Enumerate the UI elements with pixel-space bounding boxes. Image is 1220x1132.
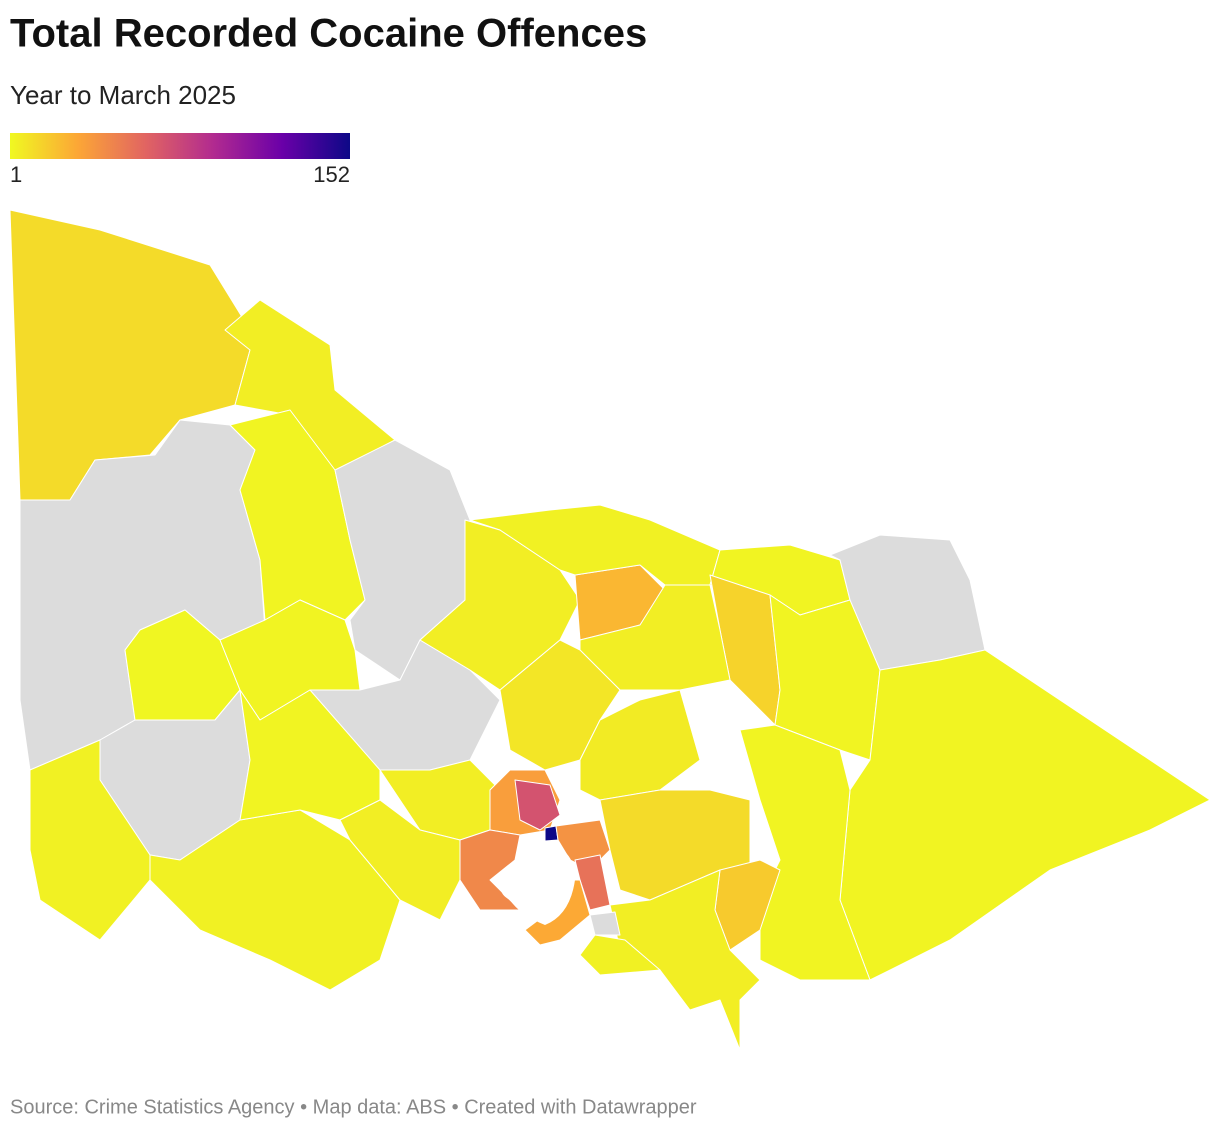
- title: Total Recorded Cocaine Offences: [10, 12, 647, 56]
- legend-max: 152: [313, 162, 350, 187]
- source: Source: Crime Statistics Agency • Map da…: [10, 1096, 697, 1118]
- legend-min: 1: [10, 162, 22, 187]
- region: [459, 829, 521, 911]
- region: [574, 854, 611, 911]
- legend-bar: [10, 133, 350, 159]
- region: [769, 594, 881, 761]
- region: [589, 911, 621, 936]
- region: [579, 584, 731, 691]
- region: [514, 779, 561, 831]
- region: [839, 649, 1211, 981]
- map: [9, 209, 1211, 1051]
- region: [149, 809, 401, 991]
- subtitle: Year to March 2025: [10, 80, 236, 110]
- region: [579, 934, 661, 976]
- bay: [501, 845, 575, 925]
- region: [579, 689, 701, 801]
- region: [739, 724, 871, 981]
